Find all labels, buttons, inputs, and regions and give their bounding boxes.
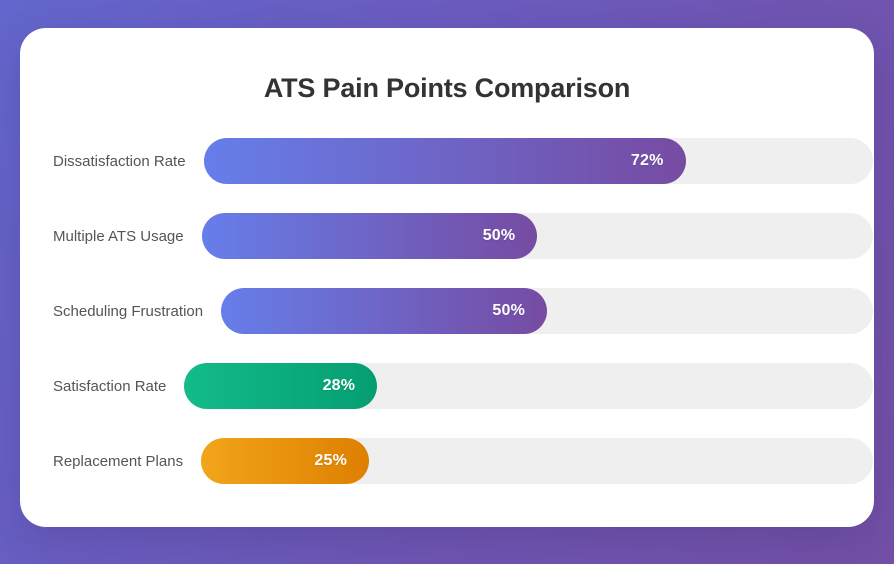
bar-fill: 50% xyxy=(201,213,538,259)
bar-row: Replacement Plans 25% xyxy=(53,438,873,484)
bar-chart: Dissatisfaction Rate 72% Multiple ATS Us… xyxy=(53,138,873,484)
bar-fill: 72% xyxy=(203,138,686,184)
bar-value-label: 28% xyxy=(322,377,356,394)
bar-row-label: Multiple ATS Usage xyxy=(53,227,184,245)
bar-track: 28% xyxy=(184,363,873,409)
bar-row: Satisfaction Rate 28% xyxy=(53,363,873,409)
bar-value-label: 50% xyxy=(492,302,526,319)
bar-row: Scheduling Frustration 50% xyxy=(53,288,873,334)
bar-fill: 50% xyxy=(221,288,548,334)
bar-row: Dissatisfaction Rate 72% xyxy=(53,138,873,184)
bar-track: 25% xyxy=(201,438,873,484)
page-title: ATS Pain Points Comparison xyxy=(263,73,631,103)
chart-card: ATS Pain Points Comparison Dissatisfacti… xyxy=(20,28,874,527)
bar-value-label: 25% xyxy=(314,452,348,469)
bar-value-label: 50% xyxy=(482,227,516,244)
bar-row-label: Satisfaction Rate xyxy=(53,377,167,395)
bar-fill: 28% xyxy=(184,363,378,409)
bar-row-label: Scheduling Frustration xyxy=(53,302,204,320)
bar-row-label: Replacement Plans xyxy=(53,452,184,470)
bar-track: 72% xyxy=(203,138,873,184)
bar-fill: 25% xyxy=(201,438,370,484)
bar-value-label: 72% xyxy=(630,152,664,169)
bar-row-label: Dissatisfaction Rate xyxy=(53,152,186,170)
bar-track: 50% xyxy=(221,288,873,334)
bar-track: 50% xyxy=(201,213,873,259)
bar-row: Multiple ATS Usage 50% xyxy=(53,213,873,259)
